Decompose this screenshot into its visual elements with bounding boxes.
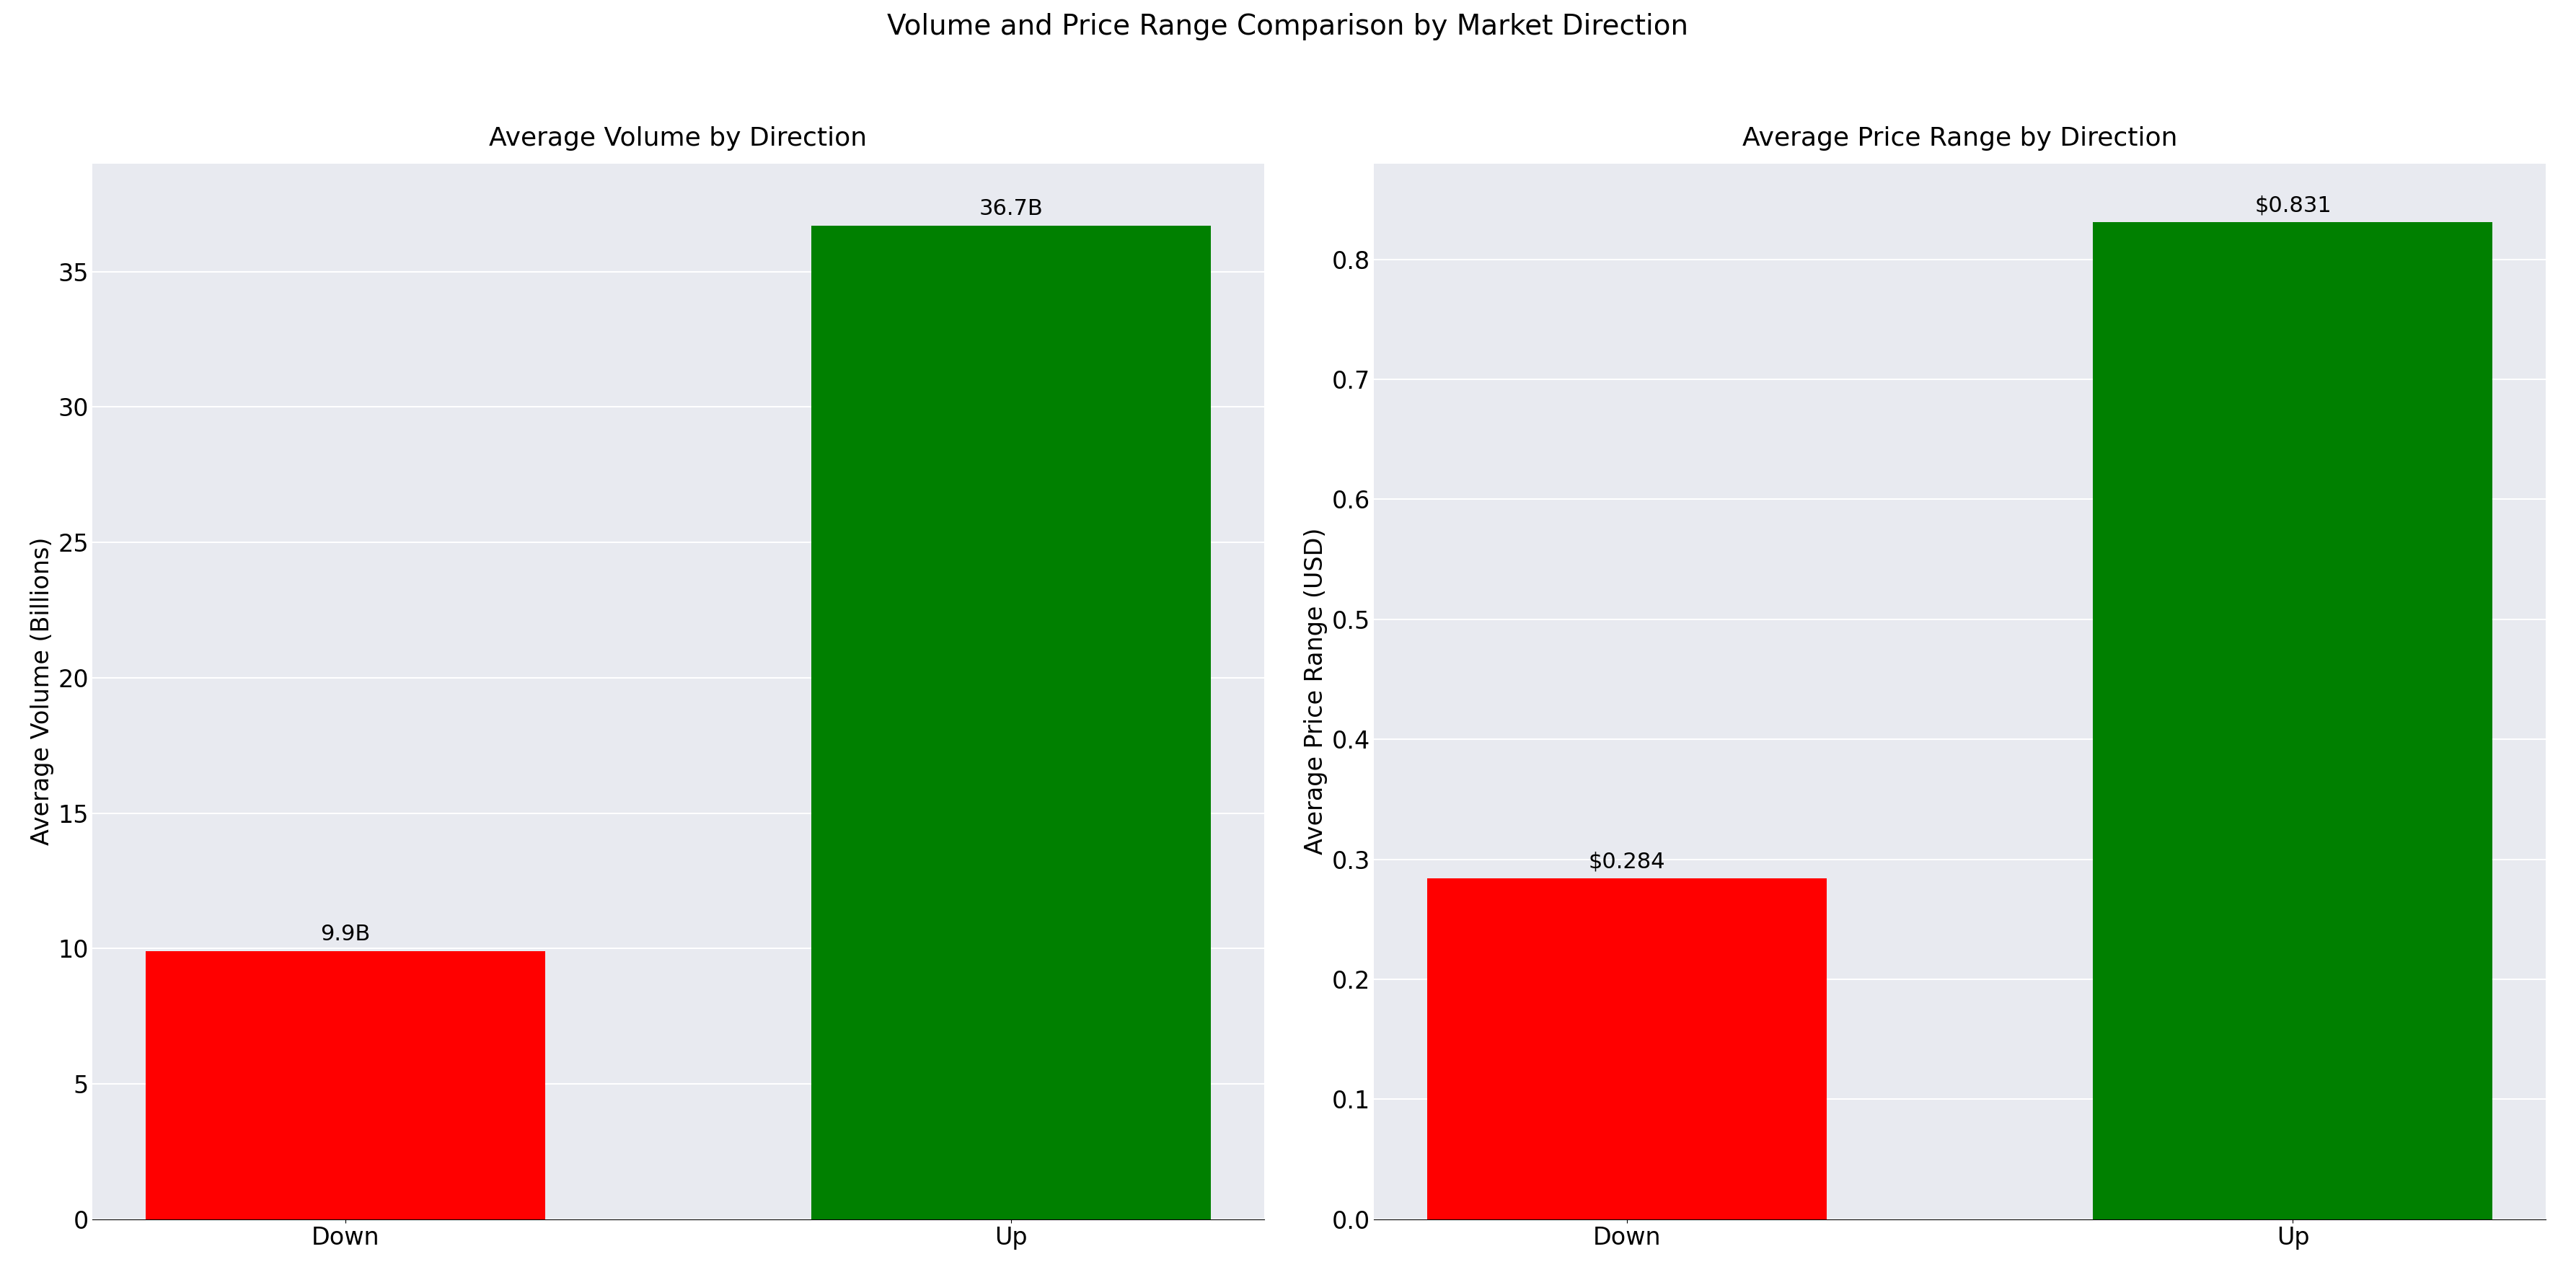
Text: 36.7B: 36.7B <box>979 198 1043 219</box>
Title: Average Volume by Direction: Average Volume by Direction <box>489 125 868 151</box>
Bar <box>811 225 1211 1219</box>
Title: Average Price Range by Direction: Average Price Range by Direction <box>1741 125 2177 151</box>
Text: 9.9B: 9.9B <box>319 923 371 945</box>
Bar <box>1427 878 1826 1219</box>
Bar <box>144 951 546 1219</box>
Y-axis label: Average Price Range (USD): Average Price Range (USD) <box>1303 527 1329 855</box>
Y-axis label: Average Volume (Billions): Average Volume (Billions) <box>31 538 54 845</box>
Text: $0.831: $0.831 <box>2254 196 2331 216</box>
Text: Volume and Price Range Comparison by Market Direction: Volume and Price Range Comparison by Mar… <box>886 13 1690 40</box>
Bar <box>2094 223 2494 1219</box>
Text: $0.284: $0.284 <box>1589 851 1667 873</box>
